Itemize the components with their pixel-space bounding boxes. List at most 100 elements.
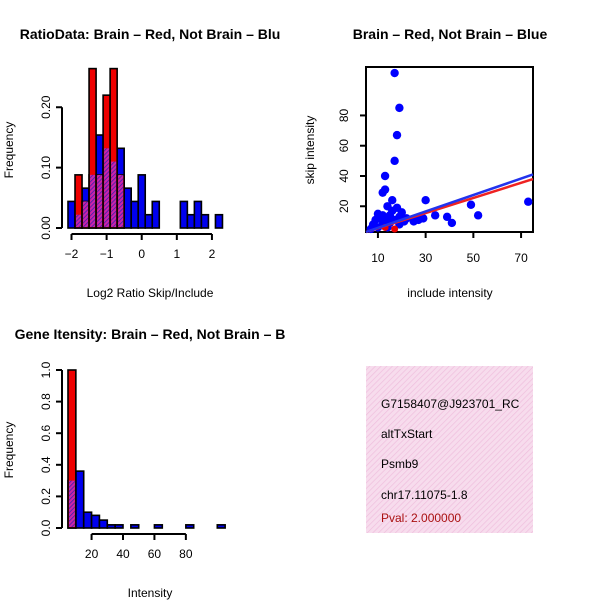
scatter-point-31 xyxy=(409,217,418,226)
gene-intensity-overlap-bar-0 xyxy=(69,480,75,527)
ratio-histogram-title: RatioData: Brain – Red, Not Brain – Blu xyxy=(20,26,281,42)
gene-intensity-ylabel: Frequency xyxy=(2,422,16,479)
gene-intensity-y-tick-label-1: 0.2 xyxy=(39,488,53,505)
ratio-histogram-not-brain-bar-17 xyxy=(214,213,224,229)
scatter-x-tick-label-1: 30 xyxy=(419,251,433,265)
scatter-y-tick-label-0: 20 xyxy=(337,199,351,213)
ratio-histogram-overlap-bar-2 xyxy=(90,174,96,227)
scatter-point-20 xyxy=(473,211,483,220)
scatter-point-1 xyxy=(395,103,404,113)
ratio-histogram-x-tick-label-4: 2 xyxy=(209,247,216,261)
gene-intensity-not-brain-bar-1 xyxy=(75,470,85,529)
gene-intensity-not-brain-bar-4 xyxy=(98,519,109,529)
ratio-histogram-brain-bar-5 xyxy=(109,67,118,229)
scatter-point-6 xyxy=(378,188,387,197)
ratio-histogram-overlap-bar-5 xyxy=(111,161,117,227)
scatter-point-26 xyxy=(419,214,428,223)
gene-intensity-not-brain-bar-5 xyxy=(106,524,116,529)
ratio-histogram-xlabel: Log2 Ratio Skip/Include xyxy=(87,286,214,300)
gene-intensity-x-tick-label-0: 20 xyxy=(85,547,99,561)
gene-intensity-not-brain-bar-6 xyxy=(114,524,124,529)
ratio-histogram-overlap-bar-0 xyxy=(76,214,82,227)
location-text: chr17.11075-1.8 xyxy=(381,488,468,502)
scatter-x-tick-label-3: 70 xyxy=(514,251,528,265)
gene-intensity-x-tick-label-2: 60 xyxy=(148,547,162,561)
scatter-point-2 xyxy=(392,130,402,140)
gene-intensity-not-brain-bar-7 xyxy=(130,524,140,529)
gene-intensity-not-brain-bar-8 xyxy=(153,524,164,529)
intensity-scatter-xlabel: include intensity xyxy=(407,286,492,300)
ratio-histogram-overlap-bar-1 xyxy=(83,201,89,227)
ratio-histogram-ylabel: Frequency xyxy=(2,122,16,179)
gene-intensity-not-brain-bar-10 xyxy=(216,524,226,529)
scatter-point-32 xyxy=(447,218,457,228)
scatter-point-7 xyxy=(421,196,430,205)
ratio-histogram-brain-bar-2 xyxy=(88,67,97,229)
ratio-histogram-not-brain-bar-12 xyxy=(151,200,161,229)
ratio-histogram-overlap-bar-6 xyxy=(118,174,124,227)
gene-intensity-x-tick-label-3: 80 xyxy=(179,547,193,561)
gene-intensity-x-tick-label-1: 40 xyxy=(116,547,130,561)
scatter-y-tick-label-1: 40 xyxy=(337,169,351,183)
gene-intensity-not-brain-bar-9 xyxy=(185,524,195,529)
intensity-scatter-axes: 10 30 50 70 20 40 60 80 xyxy=(337,108,528,265)
gene-intensity-brain-bar-0 xyxy=(67,369,77,529)
ratio-histogram-x-tick-label-0: −2 xyxy=(65,247,79,261)
scatter-x-tick-label-2: 50 xyxy=(467,251,481,265)
event-type-text: altTxStart xyxy=(381,427,433,441)
scatter-point-18 xyxy=(430,211,440,220)
pval-text: Pval: 2.000000 xyxy=(381,511,461,525)
gene-intensity-y-tick-label-4: 0.8 xyxy=(39,393,53,410)
ratio-histogram-not-brain-bar-0 xyxy=(67,200,76,229)
scatter-point-3 xyxy=(390,156,399,166)
scatter-fit-line-not-brain xyxy=(365,173,534,234)
gene-intensity-axes: 20 40 60 80 0.0 0.2 0.4 0.6 0.8 1.0 xyxy=(39,361,193,561)
ratio-histogram-overlap-bar-4 xyxy=(104,148,110,227)
gene-intensity-brain-bars xyxy=(67,369,77,529)
ratio-histogram-x-tick-label-2: 0 xyxy=(138,247,145,261)
ratio-histogram-y-tick-label-2: 0.20 xyxy=(39,95,53,119)
ratio-histogram-brain-bars xyxy=(74,67,125,229)
info-text-clip-mask xyxy=(533,380,600,420)
ratio-histogram-axes: −2 −1 0 1 2 0.00 0.10 0.20 xyxy=(39,95,216,261)
scatter-point-9 xyxy=(524,197,533,206)
scatter-point-19 xyxy=(442,212,452,222)
scatter-y-tick-label-3: 80 xyxy=(337,108,351,122)
ratio-histogram: RatioData: Brain – Red, Not Brain – Blu … xyxy=(2,26,280,300)
gene-intensity-y-tick-label-3: 0.6 xyxy=(39,425,53,442)
ratio-histogram-not-brain-bar-9 xyxy=(130,200,140,229)
ratio-histogram-not-brain-bar-14 xyxy=(186,213,196,229)
ratio-histogram-not-brain-bar-15 xyxy=(193,200,203,229)
intensity-scatter-plot-box xyxy=(365,66,534,233)
intensity-scatter-title: Brain – Red, Not Brain – Blue xyxy=(353,26,548,42)
scatter-point-10 xyxy=(466,200,476,209)
ratio-histogram-x-tick-label-1: −1 xyxy=(100,247,114,261)
scatter-point-4 xyxy=(380,171,390,181)
ratio-histogram-not-brain-bar-8 xyxy=(123,187,132,229)
intensity-scatter-fit-lines xyxy=(365,173,534,234)
scatter-point-0 xyxy=(390,68,399,78)
intensity-scatter-ylabel: skip intensity xyxy=(303,116,317,185)
gene-intensity-y-tick-label-0: 0.0 xyxy=(39,519,53,536)
gene-intensity-histogram-title: Gene Itensity: Brain – Red, Not Brain – … xyxy=(15,326,286,342)
gene-intensity-y-tick-label-5: 1.0 xyxy=(39,361,53,378)
event-info-background xyxy=(366,366,533,533)
scatter-point-8 xyxy=(388,196,397,205)
gene-intensity-y-tick-label-2: 0.4 xyxy=(39,456,53,473)
scatter-x-tick-label-0: 10 xyxy=(371,251,385,265)
gene-intensity-histogram: Gene Itensity: Brain – Red, Not Brain – … xyxy=(2,326,285,600)
ratio-histogram-x-tick-label-3: 1 xyxy=(173,247,180,261)
ratio-histogram-y-tick-label-1: 0.10 xyxy=(39,156,53,180)
intensity-scatter-points xyxy=(366,68,533,234)
ratio-histogram-not-brain-bar-13 xyxy=(179,200,189,229)
scatter-red-point-0 xyxy=(391,225,399,233)
gene-intensity-not-brain-bar-2 xyxy=(82,511,93,529)
gene-name-text: Psmb9 xyxy=(381,457,419,471)
ratio-histogram-overlap-bar-3 xyxy=(97,174,103,227)
ratio-histogram-not-brain-bar-10 xyxy=(137,174,147,229)
ratio-histogram-y-tick-label-0: 0.00 xyxy=(39,216,53,240)
event-info-panel: G7158407@J923701_RC altTxStart Psmb9 chr… xyxy=(366,366,533,533)
gene-intensity-not-brain-bar-3 xyxy=(90,514,101,529)
scatter-y-tick-label-2: 60 xyxy=(337,139,351,153)
